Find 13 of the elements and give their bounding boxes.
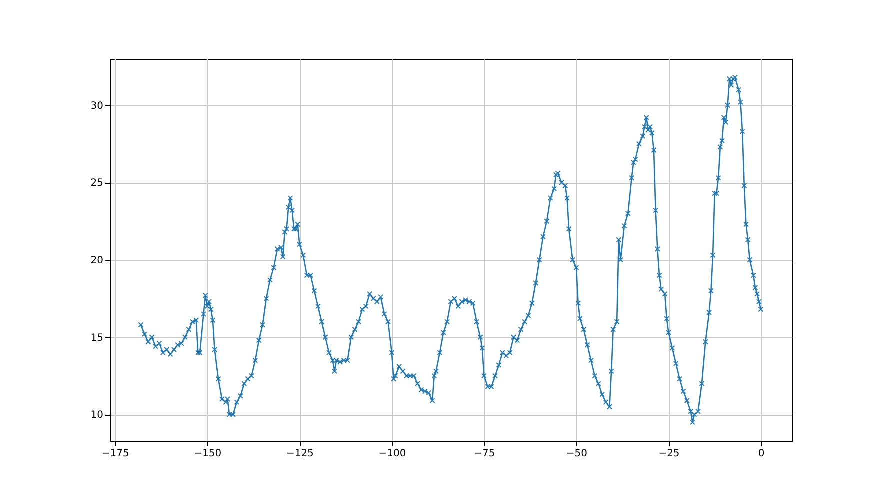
y-tick-label: 10 xyxy=(90,410,104,422)
x-tick-label: −25 xyxy=(658,448,680,460)
y-tick-label: 30 xyxy=(90,100,104,112)
x-tick-label: −100 xyxy=(378,448,406,460)
x-tick-label: −175 xyxy=(102,448,130,460)
x-tick-label: −50 xyxy=(566,448,588,460)
y-tick-label: 25 xyxy=(90,178,104,190)
x-tick-label: −150 xyxy=(194,448,222,460)
x-tick-label: −125 xyxy=(286,448,314,460)
y-tick-label: 15 xyxy=(90,332,104,344)
x-tick-label: 0 xyxy=(758,448,765,460)
x-tick-label: −75 xyxy=(474,448,496,460)
y-tick-label: 20 xyxy=(90,256,104,267)
